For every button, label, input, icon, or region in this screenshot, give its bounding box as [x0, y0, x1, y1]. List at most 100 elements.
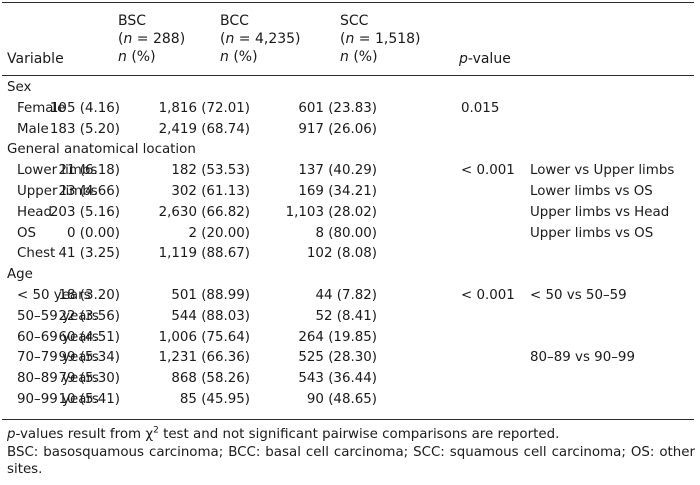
cell-bcc: 85 (45.95) [179, 391, 250, 407]
cell-bcc: 1,816 (72.01) [158, 100, 250, 116]
cell-comparison: Lower limbs vs OS [530, 183, 653, 199]
row-label: 60–69 years [17, 329, 99, 345]
cell-scc: 102 (8.08) [306, 246, 377, 262]
cell-bsc: 60 (4.51) [58, 329, 120, 345]
row-label: Chest [17, 246, 56, 262]
cell-bcc: 1,119 (88.67) [158, 246, 250, 262]
group-n: (n = 4,235) [220, 31, 301, 47]
cell-bcc: 2,630 (66.82) [158, 204, 250, 220]
table-row: Lower limbs 21 (6.18) 182 (53.53) 137 (40.2… [0, 161, 700, 182]
cell-bcc: 2,419 (68.74) [158, 121, 250, 137]
table-row: Female 105 (4.16) 1,816 (72.01) 601 (23.83)… [0, 99, 700, 120]
cell-bsc: 23 (4.66) [58, 183, 120, 199]
header-bsc: BSC (n = 288) n (%) [118, 12, 185, 66]
cell-scc: 1,103 (28.02) [285, 204, 377, 220]
cell-bsc: 18 (3.20) [58, 287, 120, 303]
cell-bcc: 302 (61.13) [171, 183, 250, 199]
top-rule [2, 2, 694, 3]
table-row: 50–59 years 22 (3.56) 544 (88.03) 52 (8.41) [0, 307, 700, 328]
table-row: Head 203 (5.16) 2,630 (66.82) 1,103 (28.02)… [0, 203, 700, 224]
row-label: Upper limbs [17, 183, 98, 199]
group-unit: n (%) [220, 49, 258, 65]
footnote-pvalue: p-values result from χ2 test and not sig… [7, 425, 560, 442]
cell-bsc: 0 (0.00) [66, 225, 120, 241]
cell-bcc: 544 (88.03) [171, 308, 250, 324]
row-label: 90–99 years [17, 391, 99, 407]
row-label: < 50 years [17, 287, 91, 303]
table-body: Sex Female 105 (4.16) 1,816 (72.01) 601 (23.… [0, 78, 700, 411]
cell-bsc: 21 (6.18) [58, 163, 120, 179]
cell-pvalue: < 0.001 [461, 163, 515, 179]
cell-scc: 525 (28.30) [298, 350, 377, 366]
table-row: Upper limbs 23 (4.66) 302 (61.13) 169 (34.2… [0, 182, 700, 203]
table-row: Male 183 (5.20) 2,419 (68.74) 917 (26.06) [0, 120, 700, 141]
cell-scc: 52 (8.41) [315, 308, 377, 324]
group-name: SCC [340, 13, 369, 29]
footnotes: p-values result from χ2 test and not sig… [7, 426, 695, 479]
section-title: Sex [7, 80, 32, 95]
section-title: General anatomical location [7, 142, 196, 158]
group-n: (n = 288) [118, 31, 186, 47]
bottom-rule [2, 419, 694, 420]
cell-bsc: 41 (3.25) [58, 246, 120, 262]
header-rule [2, 75, 694, 76]
group-unit: n (%) [118, 49, 156, 65]
cell-bsc: 79 (5.30) [58, 371, 120, 387]
cell-scc: 543 (36.44) [298, 371, 377, 387]
cell-pvalue: 0.015 [461, 100, 500, 116]
row-label: OS [17, 225, 37, 241]
cell-comparison: Upper limbs vs Head [530, 204, 670, 220]
cell-bcc: 1,231 (66.36) [158, 350, 250, 366]
cell-scc: 917 (26.06) [298, 121, 377, 137]
row-label: Head [17, 204, 53, 220]
cell-pvalue: < 0.001 [461, 287, 515, 303]
section-row: Age [0, 265, 700, 286]
cell-bcc: 1,006 (75.64) [158, 329, 250, 345]
table-row: 80–89 years 79 (5.30) 868 (58.26) 543 (36.4… [0, 369, 700, 390]
cell-bcc: 182 (53.53) [171, 163, 250, 179]
cell-comparison: Upper limbs vs OS [530, 225, 654, 241]
cell-bsc: 105 (4.16) [49, 100, 120, 116]
section-row: Sex [0, 78, 700, 99]
table-row: Chest 41 (3.25) 1,119 (88.67) 102 (8.08) [0, 244, 700, 265]
row-label: 50–59 years [17, 308, 99, 324]
group-name: BSC [118, 13, 147, 29]
header-bcc: BCC (n = 4,235) n (%) [220, 12, 301, 66]
group-unit: n (%) [340, 49, 378, 65]
cell-scc: 8 (80.00) [315, 225, 377, 241]
header-pvalue: p-value [459, 51, 511, 67]
cell-bcc: 2 (20.00) [188, 225, 250, 241]
cell-bsc: 203 (5.16) [49, 204, 120, 220]
cell-scc: 90 (48.65) [306, 391, 377, 407]
group-n: (n = 1,518) [340, 31, 421, 47]
table-row: 70–79 years 99 (5.34) 1,231 (66.36) 525 (28… [0, 348, 700, 369]
cell-bsc: 99 (5.34) [58, 350, 120, 366]
cell-comparison: < 50 vs 50–59 [530, 287, 627, 303]
row-label: Lower limbs [17, 163, 98, 179]
group-name: BCC [220, 13, 249, 29]
header-scc: SCC (n = 1,518) n (%) [340, 12, 421, 66]
section-title: Age [7, 267, 33, 283]
row-label: Female [17, 100, 66, 116]
row-label: 70–79 years [17, 350, 99, 366]
cell-bsc: 183 (5.20) [49, 121, 120, 137]
table-row: OS 0 (0.00) 2 (20.00) 8 (80.00) Upper limbs … [0, 224, 700, 245]
cell-scc: 137 (40.29) [298, 163, 377, 179]
header-variable: Variable [7, 51, 64, 67]
cell-comparison: 80–89 vs 90–99 [530, 350, 635, 366]
cell-comparison: Lower vs Upper limbs [530, 163, 675, 179]
table-row: 90–99 years 10 (5.41) 85 (45.95) 90 (48.65) [0, 390, 700, 411]
table-row: < 50 years 18 (3.20) 501 (88.99) 44 (7.82) <… [0, 286, 700, 307]
cell-bsc: 22 (3.56) [58, 308, 120, 324]
section-row: General anatomical location [0, 140, 700, 161]
cell-bcc: 501 (88.99) [171, 287, 250, 303]
row-label: Male [17, 121, 49, 137]
row-label: 80–89 years [17, 371, 99, 387]
cell-scc: 44 (7.82) [315, 287, 377, 303]
cell-bsc: 10 (5.41) [58, 391, 120, 407]
cell-bcc: 868 (58.26) [171, 371, 250, 387]
footnote-abbreviations: BSC: basosquamous carcinoma; BCC: basal … [7, 444, 695, 478]
cell-scc: 264 (19.85) [298, 329, 377, 345]
cell-scc: 601 (23.83) [298, 100, 377, 116]
